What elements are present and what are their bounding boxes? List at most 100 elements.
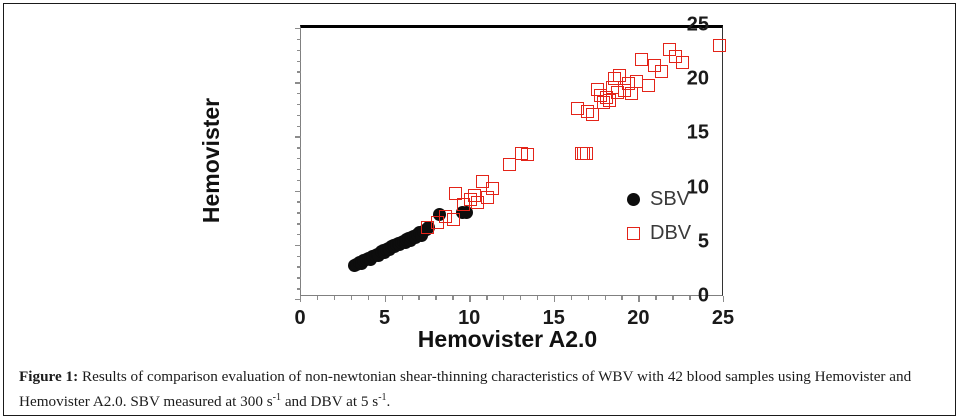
data-point-sbv — [422, 220, 436, 234]
y-tick-minor — [297, 114, 301, 117]
figure-caption: Figure 1: Results of comparison evaluati… — [19, 366, 941, 412]
y-tick-major — [295, 299, 301, 301]
x-tick-label: 10 — [458, 307, 481, 329]
caption-text-2: and DBV at 5 s — [281, 393, 379, 411]
y-tick-minor — [297, 103, 301, 106]
x-tick-minor — [570, 296, 573, 300]
x-tick-major — [300, 296, 302, 302]
data-point-dbv — [642, 79, 656, 93]
data-point-dbv — [662, 42, 676, 56]
y-tick-minor — [297, 255, 301, 258]
x-tick-minor — [486, 296, 488, 300]
y-tick-major — [295, 82, 301, 84]
data-point-dbv — [581, 104, 595, 118]
data-point-dbv — [521, 147, 535, 161]
x-tick-minor — [519, 296, 522, 300]
data-point-dbv — [591, 82, 605, 96]
y-tick-major — [295, 28, 301, 30]
scatter-chart: Hemovister 0 5 10 15 20 25 0 5 10 15 20 25 Hemovis… — [8, 6, 768, 356]
data-point-dbv — [421, 220, 435, 234]
x-tick-minor — [672, 296, 674, 300]
x-tick-major — [469, 296, 471, 302]
legend-label-sbv: SBV — [650, 187, 691, 210]
x-tick-minor — [655, 296, 657, 300]
y-tick-label: 5 — [697, 230, 709, 253]
data-point-dbv — [634, 53, 648, 67]
caption-text-1: Results of comparison evaluation of non-… — [19, 368, 912, 411]
y-tick-minor — [297, 71, 301, 73]
data-point-dbv — [439, 209, 453, 223]
y-tick-minor — [297, 38, 301, 41]
y-tick-label: 20 — [686, 67, 709, 90]
data-point-dbv — [610, 85, 624, 99]
y-tick-minor — [297, 266, 301, 268]
x-tick-label: 15 — [542, 307, 565, 329]
data-point-dbv — [603, 93, 617, 107]
data-point-dbv — [446, 213, 460, 227]
caption-superscript-2: -1 — [378, 392, 387, 403]
legend-label-dbv: DBV — [650, 221, 692, 244]
data-point-dbv — [613, 69, 627, 83]
y-tick-minor — [297, 233, 301, 236]
y-tick-minor — [297, 201, 301, 203]
x-axis-title: Hemovister A2.0 — [417, 326, 598, 352]
x-tick-minor — [350, 296, 353, 300]
data-point-dbv — [676, 55, 690, 69]
y-tick-label: 10 — [686, 176, 709, 199]
y-tick-minor — [297, 223, 301, 225]
x-tick-minor — [316, 296, 319, 300]
plot-wrapper: 0 5 10 15 20 25 0 5 10 15 20 25 — [292, 14, 734, 330]
y-tick-minor — [297, 125, 301, 127]
x-tick-minor — [401, 296, 403, 300]
x-tick-minor — [706, 296, 708, 300]
legend-item-sbv: SBV — [620, 182, 716, 216]
data-point-dbv — [480, 191, 494, 205]
x-tick-minor — [604, 296, 606, 300]
data-point-dbv — [463, 192, 477, 206]
x-tick-minor — [536, 296, 539, 300]
x-tick-minor — [418, 296, 420, 300]
data-point-dbv — [596, 96, 610, 110]
data-point-dbv — [625, 87, 639, 101]
x-tick-major — [638, 296, 640, 302]
data-point-dbv — [585, 107, 599, 121]
y-tick-minor — [297, 49, 301, 52]
x-tick-minor — [621, 296, 623, 300]
x-tick-minor — [452, 296, 454, 300]
data-point-sbv — [460, 205, 474, 219]
data-point-dbv — [608, 71, 622, 85]
y-axis-title: Hemovister — [197, 97, 224, 224]
filled-circle-icon — [620, 192, 646, 206]
legend-item-dbv: DBV — [620, 216, 716, 250]
x-tick-minor — [503, 296, 505, 300]
caption-superscript-1: -1 — [272, 392, 282, 403]
y-tick-minor — [297, 288, 301, 290]
y-tick-minor — [297, 168, 301, 171]
y-tick-minor — [297, 179, 301, 182]
plot-area — [295, 25, 727, 301]
x-tick-major — [723, 296, 725, 302]
y-tick-label: 25 — [686, 13, 709, 36]
x-tick-minor — [333, 296, 336, 300]
chart-legend: SBV DBV — [620, 182, 716, 250]
data-point-dbv — [621, 77, 635, 91]
x-tick-minor — [367, 296, 370, 300]
y-tick-label: 15 — [686, 121, 709, 144]
data-point-dbv — [449, 187, 463, 201]
data-point-dbv — [430, 216, 444, 230]
data-point-dbv — [503, 157, 517, 171]
y-tick-minor — [297, 158, 301, 160]
y-tick-label: 0 — [697, 284, 709, 307]
x-tick-label: 5 — [379, 307, 391, 329]
y-tick-minor — [297, 93, 301, 95]
data-point-dbv — [629, 75, 643, 89]
y-tick-minor — [297, 60, 301, 62]
caption-text-3: . — [386, 393, 391, 411]
y-tick-minor — [297, 147, 301, 149]
x-tick-layer — [300, 296, 725, 304]
x-tick-major — [553, 296, 556, 302]
data-point-dbv — [713, 39, 727, 53]
x-tick-minor — [587, 296, 590, 300]
x-tick-label: 20 — [627, 307, 650, 329]
